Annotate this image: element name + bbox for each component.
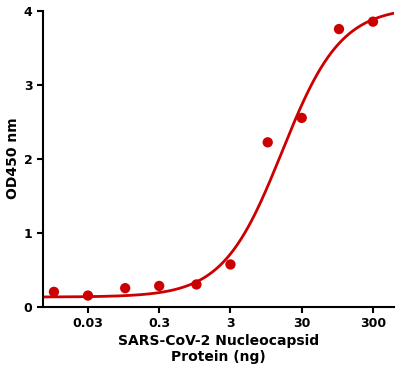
Point [227, 262, 234, 268]
Y-axis label: OD450 nm: OD450 nm [6, 118, 20, 199]
Point [336, 26, 342, 32]
Point [193, 282, 200, 287]
Point [51, 289, 57, 295]
Point [264, 139, 271, 145]
Point [85, 293, 91, 299]
Point [298, 115, 305, 121]
Point [156, 283, 162, 289]
Point [370, 19, 376, 25]
Point [122, 285, 128, 291]
X-axis label: SARS-CoV-2 Nucleocapsid
Protein (ng): SARS-CoV-2 Nucleocapsid Protein (ng) [118, 334, 319, 364]
